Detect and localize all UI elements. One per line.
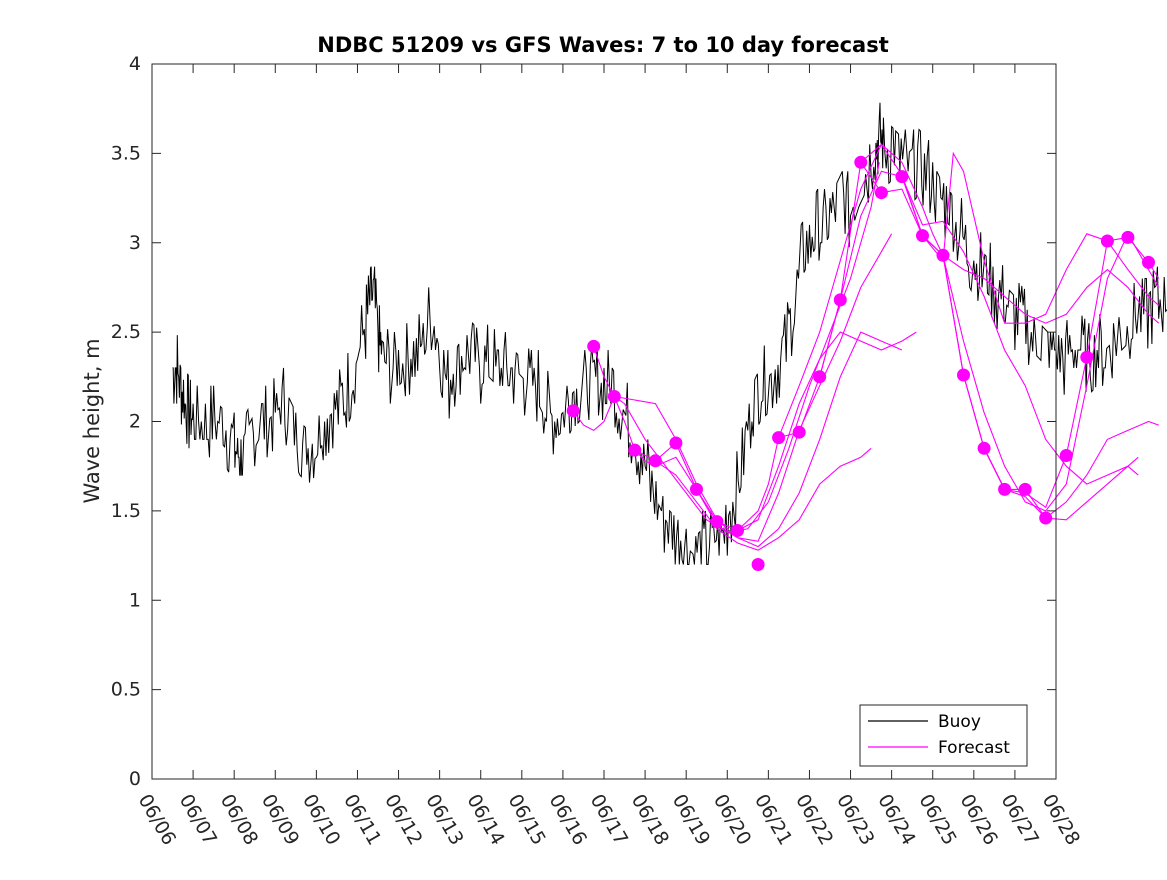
forecast-point-7: [690, 483, 703, 496]
forecast-point-12: [793, 426, 806, 439]
forecast-point-29: [1142, 256, 1155, 269]
y-tick-label: 2: [129, 411, 141, 433]
forecast-point-28: [1121, 231, 1134, 244]
forecast-point-17: [895, 170, 908, 183]
legend-buoy-label: Buoy: [938, 712, 981, 732]
forecast-point-27: [1101, 235, 1114, 248]
legend: Buoy Forecast: [860, 705, 1027, 766]
forecast-point-4: [628, 444, 641, 457]
forecast-point-5: [649, 454, 662, 467]
y-axis-label: Wave height, m: [80, 338, 104, 503]
forecast-point-21: [978, 442, 991, 455]
forecast-point-20: [957, 369, 970, 382]
forecast-point-18: [916, 229, 929, 242]
forecast-point-3: [608, 390, 621, 403]
forecast-point-23: [1019, 483, 1032, 496]
forecast-point-14: [834, 293, 847, 306]
forecast-point-1: [567, 404, 580, 417]
forecast-point-26: [1080, 351, 1093, 364]
forecast-point-22: [998, 483, 1011, 496]
forecast-point-11: [772, 431, 785, 444]
forecast-point-25: [1060, 449, 1073, 462]
forecast-point-19: [937, 249, 950, 262]
forecast-point-9: [731, 524, 744, 537]
y-tick-label: 4: [129, 53, 141, 75]
forecast-point-24: [1039, 512, 1052, 525]
forecast-point-15: [854, 156, 867, 169]
y-tick-label: 0: [129, 768, 141, 790]
legend-forecast-label: Forecast: [938, 738, 1010, 758]
y-tick-label: 2.5: [111, 321, 141, 343]
y-tick-label: 3.5: [111, 142, 141, 164]
y-tick-label: 1: [129, 589, 141, 611]
forecast-point-8: [711, 515, 724, 528]
forecast-point-2: [587, 340, 600, 353]
forecast-point-13: [813, 370, 826, 383]
y-tick-label: 3: [129, 232, 141, 254]
y-tick-label: 0.5: [111, 679, 141, 701]
y-tick-label: 1.5: [111, 500, 141, 522]
forecast-point-10: [752, 558, 765, 571]
forecast-point-6: [669, 437, 682, 450]
forecast-point-16: [875, 186, 888, 199]
chart-title: NDBC 51209 vs GFS Waves: 7 to 10 day for…: [317, 33, 888, 57]
